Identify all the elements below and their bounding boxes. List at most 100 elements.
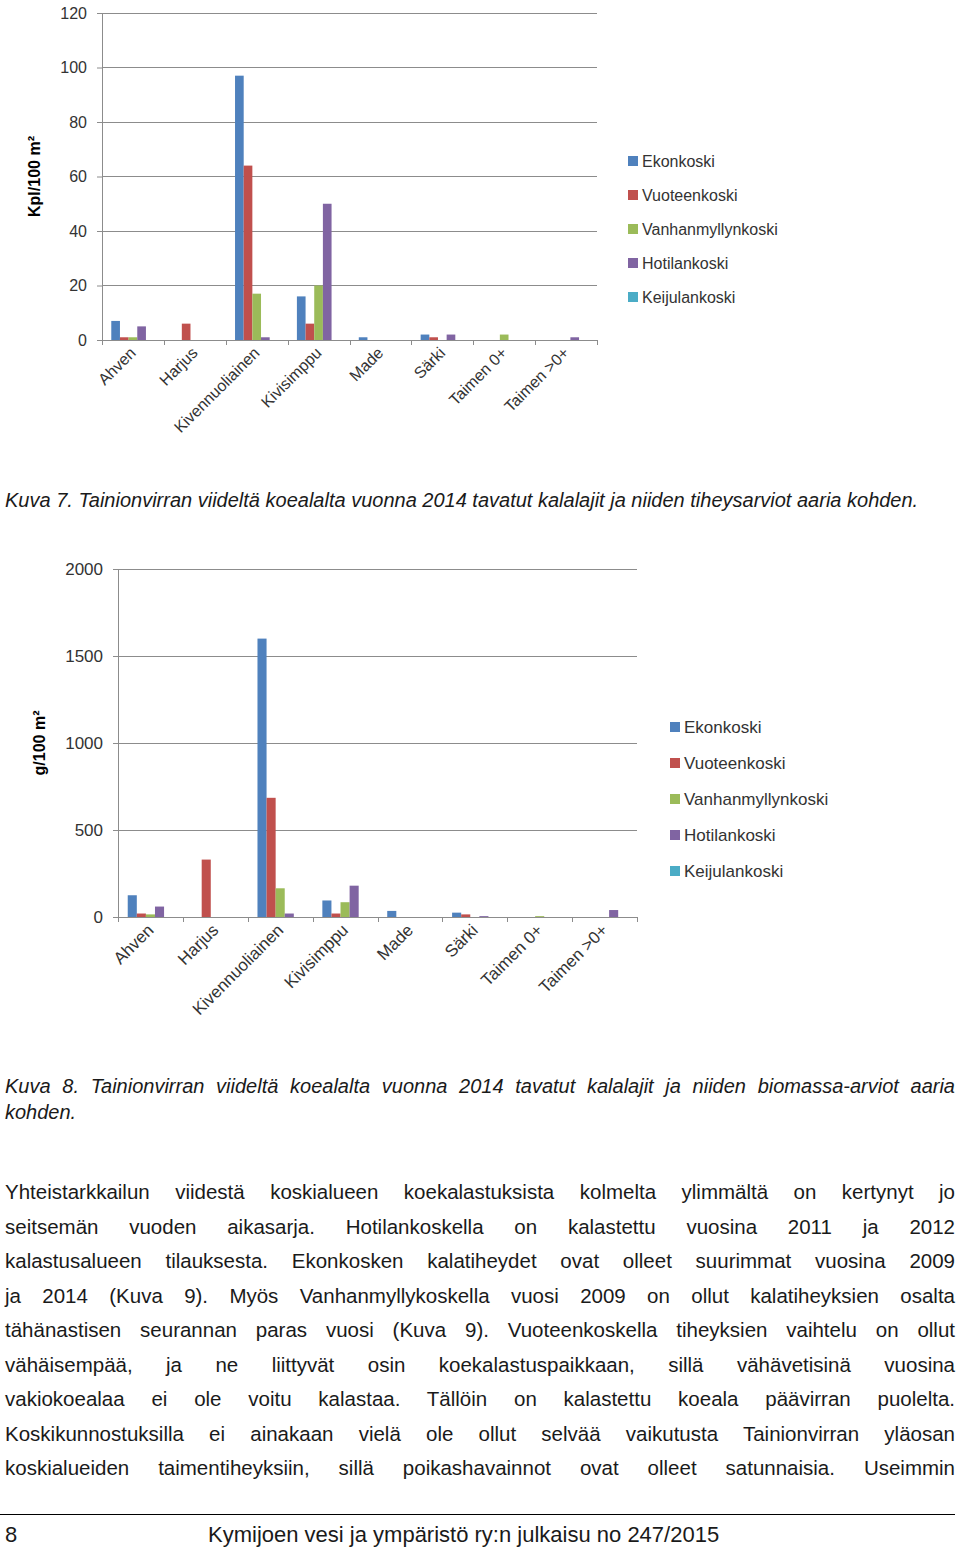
bar — [331, 914, 340, 917]
bar — [120, 337, 129, 340]
bar — [208, 340, 217, 341]
tick-label: Kivisimppu — [258, 344, 325, 411]
bar — [182, 324, 191, 340]
bar — [285, 914, 294, 917]
tick-label: 60 — [69, 168, 87, 185]
caption: Kuva 7. Tainionvirran viideltä koealalta… — [5, 487, 955, 513]
bars — [111, 76, 579, 340]
category-divider — [288, 340, 289, 345]
category-divider — [102, 340, 103, 345]
tick-label: Ahven — [110, 921, 158, 969]
tick-mark — [97, 231, 102, 232]
body-text-line: tähänastisen seurannan paras vuosi (Kuva… — [5, 1313, 955, 1348]
bars — [128, 639, 618, 917]
body-text-line: Yhteistarkkailun viidestä koskialueen ko… — [5, 1175, 955, 1210]
grid-line — [118, 743, 637, 744]
bar — [488, 917, 497, 918]
tick: 0 — [94, 908, 118, 927]
body-text-line: vakiokoealaa ei ole voitu kalastaa. Täll… — [5, 1382, 955, 1417]
bar — [579, 340, 588, 341]
chart: 020406080100120AhvenHarjusKivennuoliaine… — [26, 5, 778, 436]
bar — [582, 917, 591, 918]
legend-swatch — [628, 190, 638, 200]
tick-label: 120 — [60, 5, 87, 22]
bar — [393, 340, 402, 341]
bar — [414, 917, 423, 918]
tick: Harjus — [156, 340, 201, 389]
tick-label: Harjus — [174, 921, 222, 969]
bar — [455, 340, 464, 341]
bar — [235, 76, 244, 340]
tick: Särki — [441, 917, 482, 961]
tick-label: 20 — [69, 277, 87, 294]
grid-line — [102, 176, 597, 177]
bar — [461, 914, 470, 917]
category-divider — [248, 917, 249, 922]
grid-line — [118, 656, 637, 657]
bar — [479, 916, 488, 917]
category-divider — [637, 917, 638, 922]
tick: Ahven — [110, 917, 158, 968]
bar — [367, 340, 376, 341]
bar — [211, 917, 220, 918]
category-divider — [597, 340, 598, 345]
bar — [252, 294, 261, 340]
bar — [424, 917, 433, 918]
bar — [526, 917, 535, 918]
legend-swatch — [670, 722, 680, 732]
grid-line — [118, 917, 637, 918]
body-text-line: ja 2014 (Kuva 9). Myös Vanhanmyllykoskel… — [5, 1279, 955, 1314]
category-divider — [411, 340, 412, 345]
tick: Kivisimppu — [258, 340, 325, 411]
bar — [294, 917, 303, 918]
tick-mark — [97, 68, 102, 69]
bar — [491, 340, 500, 341]
bar — [202, 860, 211, 917]
bar — [447, 335, 456, 340]
tick-label: Made — [346, 344, 386, 384]
tick: Taimen 0+ — [446, 340, 511, 409]
grid-line — [102, 285, 597, 286]
bar — [323, 204, 332, 340]
tick: 0 — [78, 332, 102, 349]
tick: Harjus — [174, 917, 222, 969]
bar — [483, 340, 492, 341]
legend-swatch — [628, 156, 638, 166]
legend-label: Hotilankoski — [642, 255, 728, 272]
tick-mark — [97, 340, 102, 341]
category-divider — [350, 340, 351, 345]
tick-label: Taimen >0+ — [535, 921, 611, 997]
tick: Taimen 0+ — [477, 917, 546, 990]
bar — [314, 286, 323, 341]
tick-mark — [113, 743, 118, 744]
bar — [193, 917, 202, 918]
bar — [562, 340, 571, 341]
legend-label: Keijulankoski — [684, 862, 783, 881]
tick-label: Made — [373, 921, 417, 965]
legend-swatch — [628, 258, 638, 268]
tick-mark — [113, 569, 118, 570]
footer-text: Kymijoen vesi ja ympäristö ry:n julkaisu… — [208, 1522, 719, 1548]
bar — [385, 340, 394, 341]
tick: 20 — [69, 277, 102, 294]
grid-line — [102, 340, 597, 341]
axis-line — [97, 14, 103, 341]
bar — [257, 639, 266, 917]
category-divider — [507, 917, 508, 922]
category-divider — [118, 917, 119, 922]
axis-line — [118, 917, 637, 918]
category-divider — [535, 340, 536, 345]
bar — [438, 340, 447, 341]
grid — [102, 13, 597, 340]
grid-line — [102, 67, 597, 68]
bar — [421, 335, 430, 340]
bar — [322, 900, 331, 917]
tick: Taimen >0+ — [501, 340, 572, 415]
legend-label: Vuoteenkoski — [642, 187, 737, 204]
grid-line — [102, 231, 597, 232]
category-divider — [226, 340, 227, 345]
legend-swatch — [670, 758, 680, 768]
axis-line — [113, 570, 119, 918]
bar — [199, 340, 208, 341]
tick-label: 80 — [69, 114, 87, 131]
